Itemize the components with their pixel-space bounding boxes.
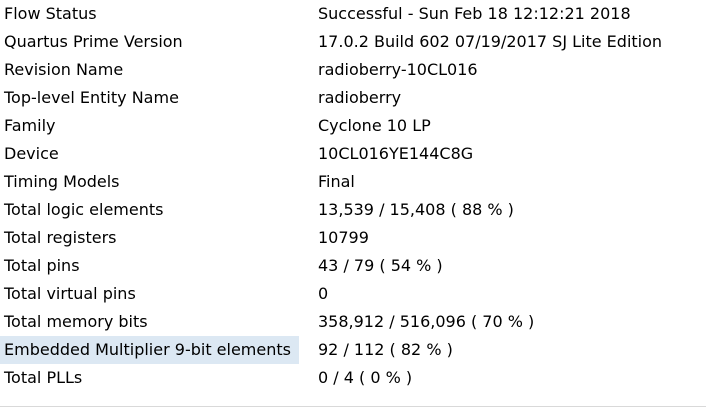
- table-row-total-logic-elements[interactable]: Total logic elements 13,539 / 15,408 ( 8…: [0, 196, 706, 224]
- row-value: 17.0.2 Build 602 07/19/2017 SJ Lite Edit…: [318, 32, 663, 51]
- row-value: 0: [318, 284, 329, 303]
- table-row-embedded-multiplier[interactable]: Embedded Multiplier 9-bit elements 92 / …: [0, 336, 706, 364]
- row-value: radioberry: [318, 88, 402, 107]
- row-value: 92 / 112 ( 82 % ): [318, 340, 453, 359]
- bottom-divider: [0, 406, 706, 407]
- row-value: Cyclone 10 LP: [318, 116, 431, 135]
- row-value: 43 / 79 ( 54 % ): [318, 256, 443, 275]
- row-value: 13,539 / 15,408 ( 88 % ): [318, 200, 514, 219]
- row-value: Final: [318, 172, 355, 191]
- row-value: Successful - Sun Feb 18 12:12:21 2018: [318, 4, 631, 23]
- table-row-top-level-entity[interactable]: Top-level Entity Name radioberry: [0, 84, 706, 112]
- row-label: Total PLLs: [4, 368, 83, 387]
- row-label: Total memory bits: [4, 312, 148, 331]
- row-label: Quartus Prime Version: [4, 32, 183, 51]
- row-value: 10CL016YE144C8G: [318, 144, 474, 163]
- table-row-total-memory-bits[interactable]: Total memory bits 358,912 / 516,096 ( 70…: [0, 308, 706, 336]
- row-label: Device: [4, 144, 59, 163]
- row-label: Total pins: [4, 256, 80, 275]
- flow-summary-table: Flow Status Successful - Sun Feb 18 12:1…: [0, 0, 706, 392]
- row-value: radioberry-10CL016: [318, 60, 478, 79]
- table-row-family[interactable]: Family Cyclone 10 LP: [0, 112, 706, 140]
- row-label: Top-level Entity Name: [4, 88, 179, 107]
- table-row-total-plls[interactable]: Total PLLs 0 / 4 ( 0 % ): [0, 364, 706, 392]
- table-row-quartus-version[interactable]: Quartus Prime Version 17.0.2 Build 602 0…: [0, 28, 706, 56]
- row-label: Embedded Multiplier 9-bit elements: [0, 336, 299, 364]
- row-value: 358,912 / 516,096 ( 70 % ): [318, 312, 535, 331]
- row-label: Revision Name: [4, 60, 124, 79]
- row-label: Total logic elements: [4, 200, 164, 219]
- table-row-total-pins[interactable]: Total pins 43 / 79 ( 54 % ): [0, 252, 706, 280]
- table-row-flow-status[interactable]: Flow Status Successful - Sun Feb 18 12:1…: [0, 0, 706, 28]
- row-label: Total virtual pins: [4, 284, 136, 303]
- table-row-device[interactable]: Device 10CL016YE144C8G: [0, 140, 706, 168]
- table-row-total-virtual-pins[interactable]: Total virtual pins 0: [0, 280, 706, 308]
- table-row-revision-name[interactable]: Revision Name radioberry-10CL016: [0, 56, 706, 84]
- row-value: 10799: [318, 228, 369, 247]
- row-label: Timing Models: [4, 172, 120, 191]
- row-label: Family: [4, 116, 56, 135]
- row-label: Flow Status: [4, 4, 97, 23]
- table-row-timing-models[interactable]: Timing Models Final: [0, 168, 706, 196]
- table-row-total-registers[interactable]: Total registers 10799: [0, 224, 706, 252]
- row-label: Total registers: [4, 228, 117, 247]
- row-value: 0 / 4 ( 0 % ): [318, 368, 413, 387]
